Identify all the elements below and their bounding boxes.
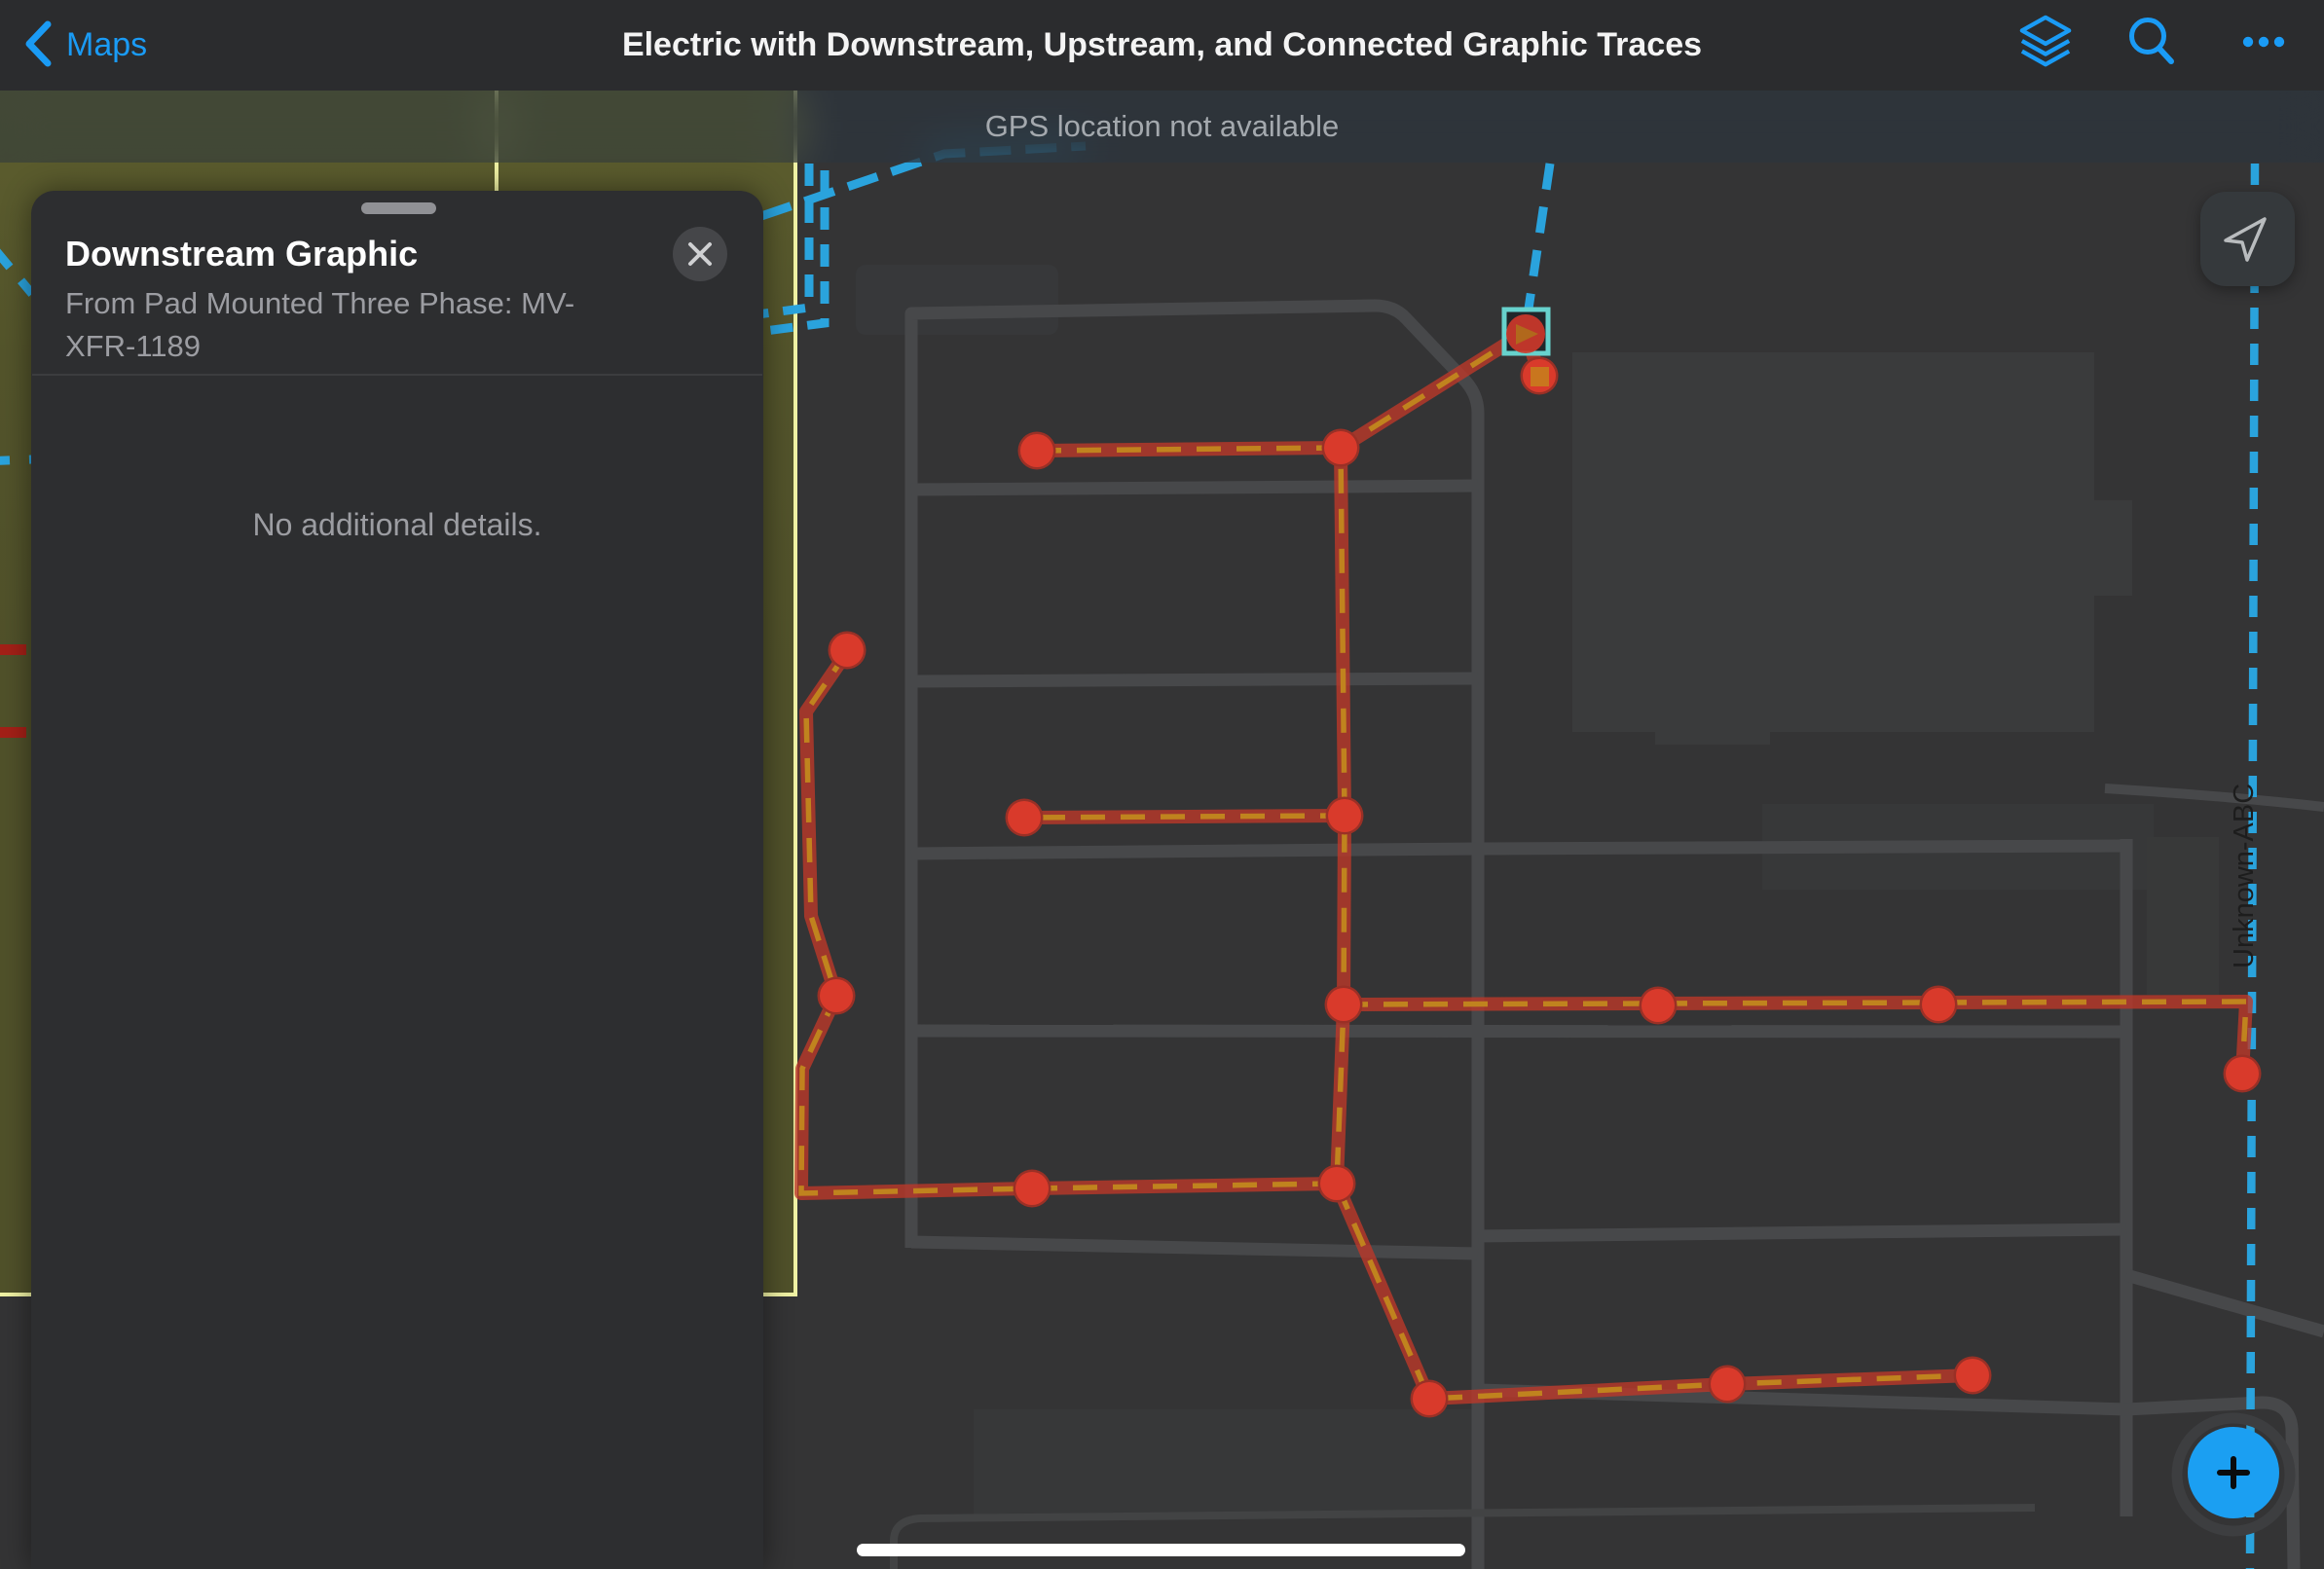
svg-text:Unknown-ABC: Unknown-ABC — [2229, 784, 2260, 968]
